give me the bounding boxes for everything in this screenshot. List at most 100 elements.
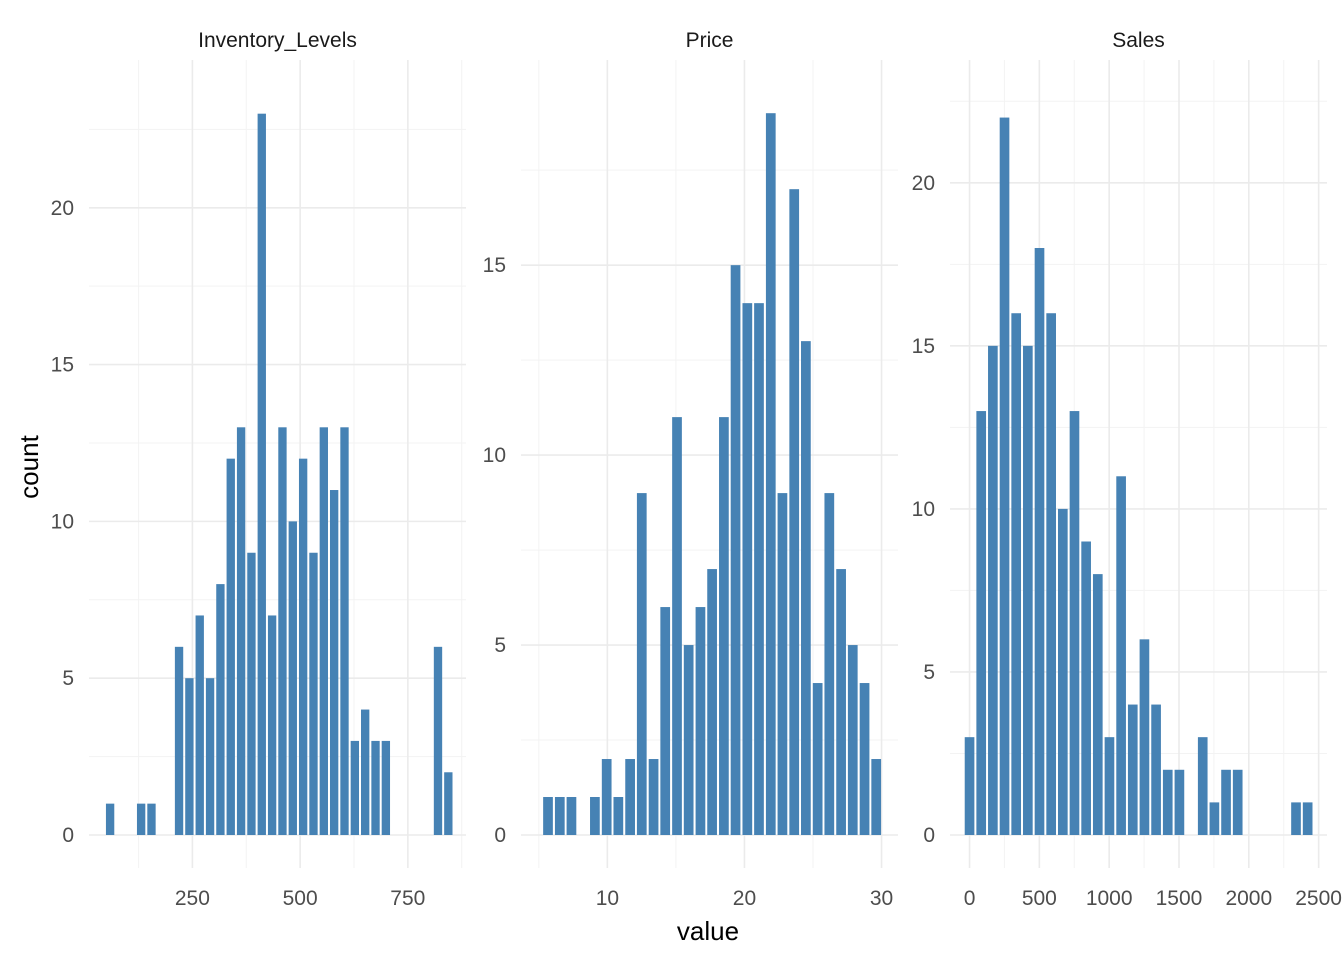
histogram-bar: [147, 803, 156, 835]
histogram-bar: [777, 493, 788, 835]
histogram-bar: [433, 646, 443, 835]
histogram-bar: [1209, 802, 1220, 835]
histogram-bar: [319, 427, 328, 835]
histogram-bar: [754, 303, 764, 836]
histogram-bar: [1162, 769, 1173, 835]
x-tick-label: 250: [175, 887, 210, 910]
histogram-bar: [672, 417, 682, 835]
histogram-bar: [1291, 802, 1301, 835]
facet-panel: 0 5 10 15 20 250 500 750 Inventory_Levels: [51, 29, 466, 910]
histogram-bar: [205, 678, 215, 835]
histogram-bar: [105, 803, 115, 835]
histogram-bar: [288, 521, 297, 835]
histogram-bar: [278, 427, 287, 835]
histogram-bar: [444, 772, 453, 835]
histogram-bar: [136, 803, 146, 835]
histogram-bar: [836, 569, 846, 835]
histogram-bar: [216, 584, 225, 835]
y-tick-label: 0: [494, 824, 506, 847]
x-tick-label: 1500: [1156, 887, 1203, 910]
histogram-bar: [247, 552, 256, 835]
histogram-bar: [1104, 737, 1115, 835]
histogram-bar: [707, 569, 717, 835]
y-tick-label: 5: [62, 667, 74, 690]
y-tick-label: 10: [51, 510, 74, 533]
x-tick-label: 2000: [1225, 887, 1272, 910]
histogram-bar: [1221, 769, 1231, 835]
histogram-bar: [298, 458, 308, 835]
histogram-bar: [636, 493, 647, 835]
histogram-bar: [257, 113, 266, 836]
histogram-bar: [340, 427, 349, 835]
histogram-bar: [371, 740, 380, 835]
y-tick-label: 20: [912, 172, 935, 195]
facet-title: Inventory_Levels: [198, 29, 357, 52]
histogram-bar: [1139, 639, 1150, 835]
x-tick-label: 0: [964, 887, 976, 910]
x-tick-label: 30: [870, 887, 893, 910]
histogram-bar: [1127, 704, 1138, 835]
histogram-bar: [267, 615, 277, 835]
y-tick-label: 0: [923, 824, 935, 847]
facet-panel: 0 5 10 15 10 20 30 Price: [483, 29, 898, 910]
facet-title: Price: [686, 29, 734, 52]
histogram-bar: [824, 493, 835, 835]
histogram-bar: [566, 797, 577, 835]
y-tick-label: 20: [51, 197, 74, 220]
histogram-bar: [381, 740, 391, 835]
x-tick-label: 20: [733, 887, 756, 910]
x-tick-label: 1000: [1086, 887, 1133, 910]
histogram-bar: [683, 645, 694, 835]
histogram-bar: [1151, 704, 1161, 835]
histogram-bar: [625, 759, 635, 835]
histogram-bar: [847, 645, 858, 835]
x-tick-label: 10: [596, 887, 619, 910]
histogram-bar: [976, 411, 987, 835]
histogram-bar: [1232, 769, 1243, 835]
histogram-bar: [1116, 476, 1126, 835]
x-tick-label: 2500: [1295, 887, 1342, 910]
histogram-bar: [660, 607, 671, 835]
histogram-bar: [648, 759, 659, 835]
histogram-bar: [236, 427, 246, 835]
y-tick-label: 0: [62, 824, 74, 847]
histogram-bar: [801, 341, 811, 835]
histogram-bar: [195, 615, 204, 835]
x-tick-label: 750: [390, 887, 425, 910]
histogram-bar: [185, 678, 194, 835]
x-tick-label: 500: [283, 887, 318, 910]
y-tick-label: 5: [494, 634, 506, 657]
histogram-bar: [590, 797, 600, 835]
histogram-bar: [1034, 248, 1045, 835]
histogram-bar: [1081, 541, 1091, 835]
histogram-bar: [1057, 508, 1068, 835]
y-tick-label: 15: [483, 254, 506, 277]
histogram-bar: [226, 458, 235, 835]
histogram-bar: [999, 117, 1010, 836]
y-axis-title: count: [14, 434, 44, 498]
histogram-bar: [329, 490, 339, 835]
y-tick-label: 5: [923, 661, 935, 684]
y-tick-label: 15: [51, 354, 74, 377]
histogram-bar: [361, 709, 370, 835]
histogram-bar: [719, 417, 729, 835]
x-tick-label: 500: [1022, 887, 1057, 910]
y-tick-label: 10: [483, 444, 506, 467]
histogram-bar: [174, 646, 184, 835]
histogram-bar: [543, 797, 553, 835]
facet-panel: 0 5 10 15 20 0 500 1000 1500 2000 2500 Sales: [912, 29, 1342, 910]
y-tick-label: 15: [912, 335, 935, 358]
histogram-bar: [1174, 769, 1185, 835]
histogram-bar: [350, 740, 360, 835]
histogram-bar: [613, 797, 624, 835]
facet-title: Sales: [1112, 29, 1165, 52]
histogram-bar: [789, 189, 800, 835]
histogram-bar: [742, 303, 753, 836]
histogram-bar: [1023, 345, 1033, 835]
histogram-bar: [730, 265, 741, 835]
y-tick-label: 10: [912, 498, 935, 521]
histogram-bar: [871, 759, 882, 835]
histogram-bar: [859, 683, 870, 835]
x-axis-title: value: [677, 916, 739, 946]
